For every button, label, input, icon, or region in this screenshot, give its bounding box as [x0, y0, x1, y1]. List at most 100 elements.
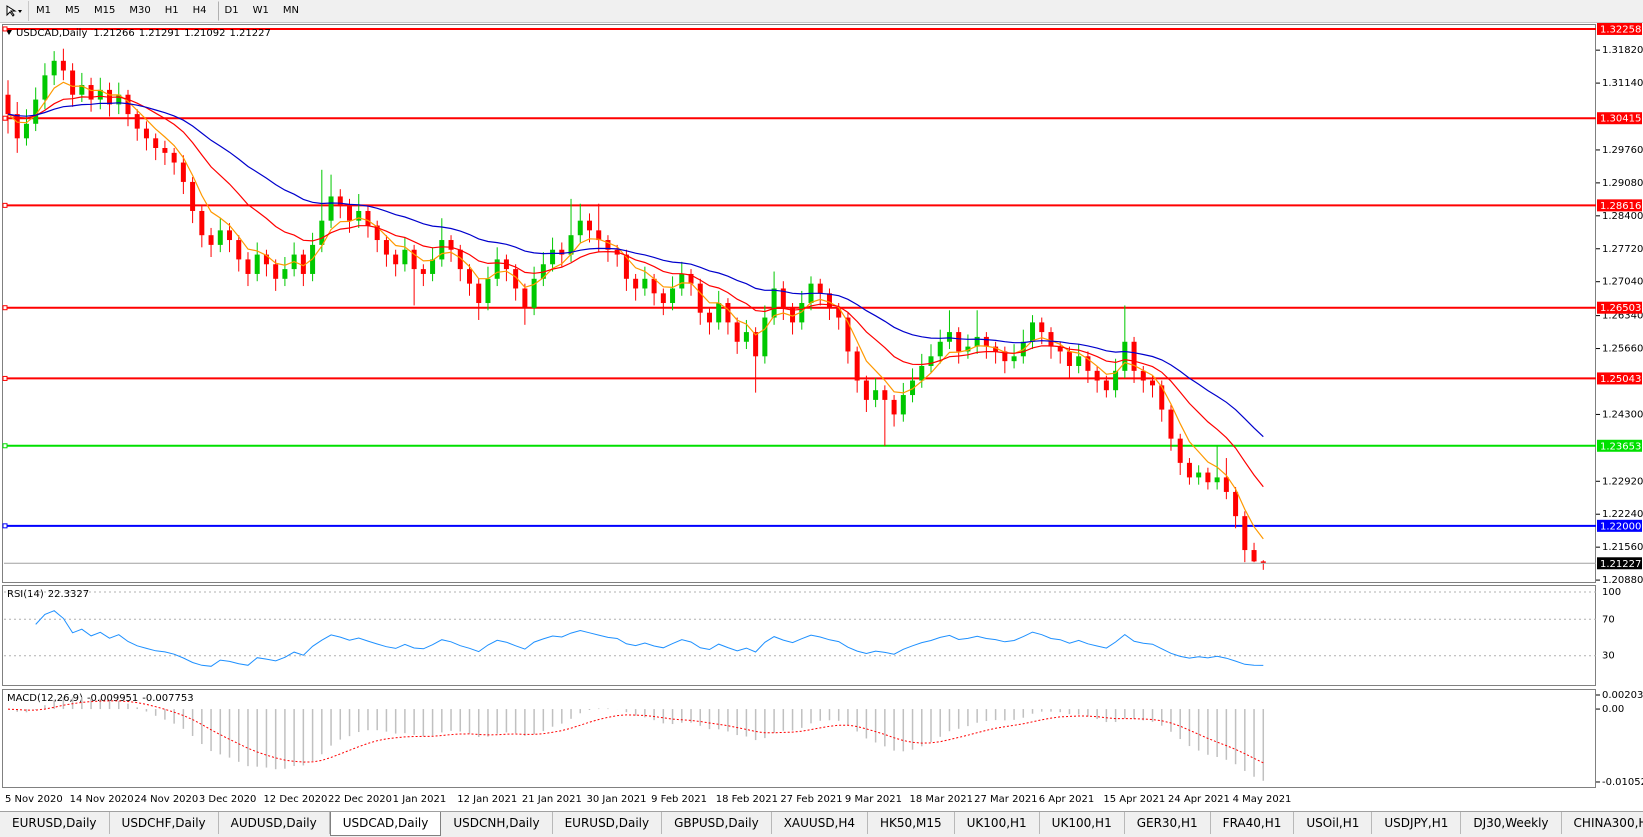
- level-price-box: [1597, 23, 1642, 35]
- candle-body: [605, 240, 611, 250]
- candle-body: [531, 278, 537, 308]
- timeframe-button[interactable]: H4: [192, 5, 207, 16]
- timeframe-button[interactable]: D1: [217, 1, 246, 21]
- chart-tab[interactable]: USDCHF,Daily: [110, 812, 219, 834]
- date-label: 12 Jan 2021: [457, 794, 517, 805]
- candle-body: [300, 254, 306, 274]
- candle-body: [51, 60, 57, 76]
- timeframe-button[interactable]: W1: [252, 5, 269, 16]
- chart-tab[interactable]: UK100,H1: [955, 812, 1040, 834]
- chart-tab[interactable]: GER30,H1: [1125, 812, 1211, 834]
- candle-body: [670, 288, 676, 304]
- high-value: 1.21291: [139, 28, 180, 39]
- candle-body: [1159, 385, 1165, 410]
- chart: USDCAD,Daily 1.21266 1.21291 1.21092 1.21227…: [0, 23, 1643, 811]
- candle-body: [1057, 346, 1063, 352]
- price-tick-label: 1.22240: [1602, 509, 1643, 520]
- chart-tab[interactable]: EURUSD,Daily: [0, 812, 110, 834]
- date-label: 22 Dec 2020: [328, 794, 392, 805]
- candle-body: [993, 346, 999, 352]
- price-tick-label: 1.22920: [1602, 476, 1643, 487]
- candle-body: [900, 395, 906, 415]
- chart-tab[interactable]: XAUUSD,H4: [772, 812, 869, 834]
- chart-tab[interactable]: USDCNH,Daily: [441, 812, 553, 834]
- chart-tab[interactable]: USDJPY,H1: [1372, 812, 1462, 834]
- current-price-label: 1.21227: [1600, 559, 1641, 570]
- chart-tab[interactable]: GBPUSD,Daily: [662, 812, 772, 834]
- cursor-icon: [6, 5, 22, 17]
- candle-body: [23, 123, 29, 139]
- chart-tab[interactable]: FRA40,H1: [1211, 812, 1295, 834]
- candle-body: [60, 60, 66, 71]
- level-handle: [2, 375, 8, 381]
- candle-body: [356, 210, 362, 221]
- chart-tab[interactable]: CHINA300,H1: [1562, 812, 1643, 834]
- chart-tab[interactable]: EURUSD,Daily: [553, 812, 663, 834]
- candle-body: [513, 269, 519, 289]
- candle-body: [1066, 351, 1072, 366]
- price-tick-label: 1.28400: [1602, 211, 1643, 222]
- candle-body: [919, 365, 925, 381]
- candle-body: [568, 235, 574, 255]
- candle-body: [134, 114, 140, 129]
- candle-body: [162, 148, 168, 153]
- candle-body: [826, 293, 832, 308]
- price-tick-label: 1.29080: [1602, 178, 1643, 189]
- candle-body: [5, 94, 11, 115]
- timeframe-button[interactable]: M5: [65, 5, 80, 16]
- candle-body: [688, 273, 694, 284]
- level-price-box: [1597, 519, 1642, 532]
- candle-body: [1122, 341, 1128, 371]
- macd-title: MACD(12,26,9) -0.009951 -0.007753: [7, 693, 194, 704]
- chart-tab[interactable]: AUDUSD,Daily: [219, 812, 330, 834]
- candle-body: [743, 332, 749, 342]
- candle-body: [467, 269, 472, 284]
- chart-tab[interactable]: USOil,H1: [1294, 812, 1373, 834]
- symbol-label: USDCAD,Daily: [16, 28, 87, 39]
- chart-tab[interactable]: HK50,M15: [868, 812, 955, 834]
- macd-label: MACD(12,26,9): [7, 693, 83, 704]
- moving-average: [7, 102, 1264, 438]
- timeframe-button[interactable]: MN: [282, 5, 299, 16]
- candle-body: [1233, 491, 1239, 517]
- candle-body: [586, 220, 592, 231]
- candle-body: [347, 206, 353, 221]
- cursor-tool[interactable]: [0, 1, 29, 21]
- level-handle: [2, 523, 8, 529]
- date-label: 6 Apr 2021: [1039, 794, 1094, 805]
- candle-body: [430, 259, 436, 274]
- candle-body: [402, 249, 408, 265]
- candle-body: [910, 380, 916, 396]
- chart-tab[interactable]: DJ30,Weekly: [1461, 812, 1562, 834]
- candle-body: [263, 254, 269, 265]
- rsi-tick-label: 100: [1602, 587, 1621, 598]
- level-price-box: [1597, 199, 1642, 212]
- chart-tab[interactable]: UK100,H1: [1040, 812, 1125, 834]
- candle-body: [716, 303, 722, 323]
- candle-body: [1177, 438, 1183, 463]
- candle-body: [780, 288, 786, 308]
- timeframe-button[interactable]: M1: [36, 5, 51, 16]
- candle-body: [974, 336, 980, 347]
- date-label: 3 Dec 2020: [199, 794, 257, 805]
- price-tick-label: 1.21560: [1602, 542, 1643, 553]
- chart-tab[interactable]: USDCAD,Daily: [329, 812, 442, 836]
- candle-body: [1131, 341, 1137, 371]
- chart-background: [0, 23, 1643, 811]
- timeframe-button[interactable]: M30: [129, 5, 151, 16]
- level-price-label: 1.28616: [1600, 201, 1641, 212]
- toolbar: M1 M5 M15 M30 H1 H4 D1 W1 MN: [0, 0, 1643, 23]
- date-label: 15 Apr 2021: [1103, 794, 1165, 805]
- price-tick-label: 1.24300: [1602, 409, 1643, 420]
- candle-body: [762, 317, 768, 357]
- date-label: 30 Jan 2021: [586, 794, 646, 805]
- timeframe-button[interactable]: H1: [164, 5, 179, 16]
- candle-body: [817, 283, 823, 294]
- timeframe-button[interactable]: M15: [94, 5, 116, 16]
- candle-body: [1002, 351, 1008, 362]
- candle-body: [642, 278, 648, 289]
- price-tick-label: 1.29760: [1602, 145, 1643, 156]
- candle-body: [457, 249, 463, 270]
- candle-body: [245, 259, 251, 274]
